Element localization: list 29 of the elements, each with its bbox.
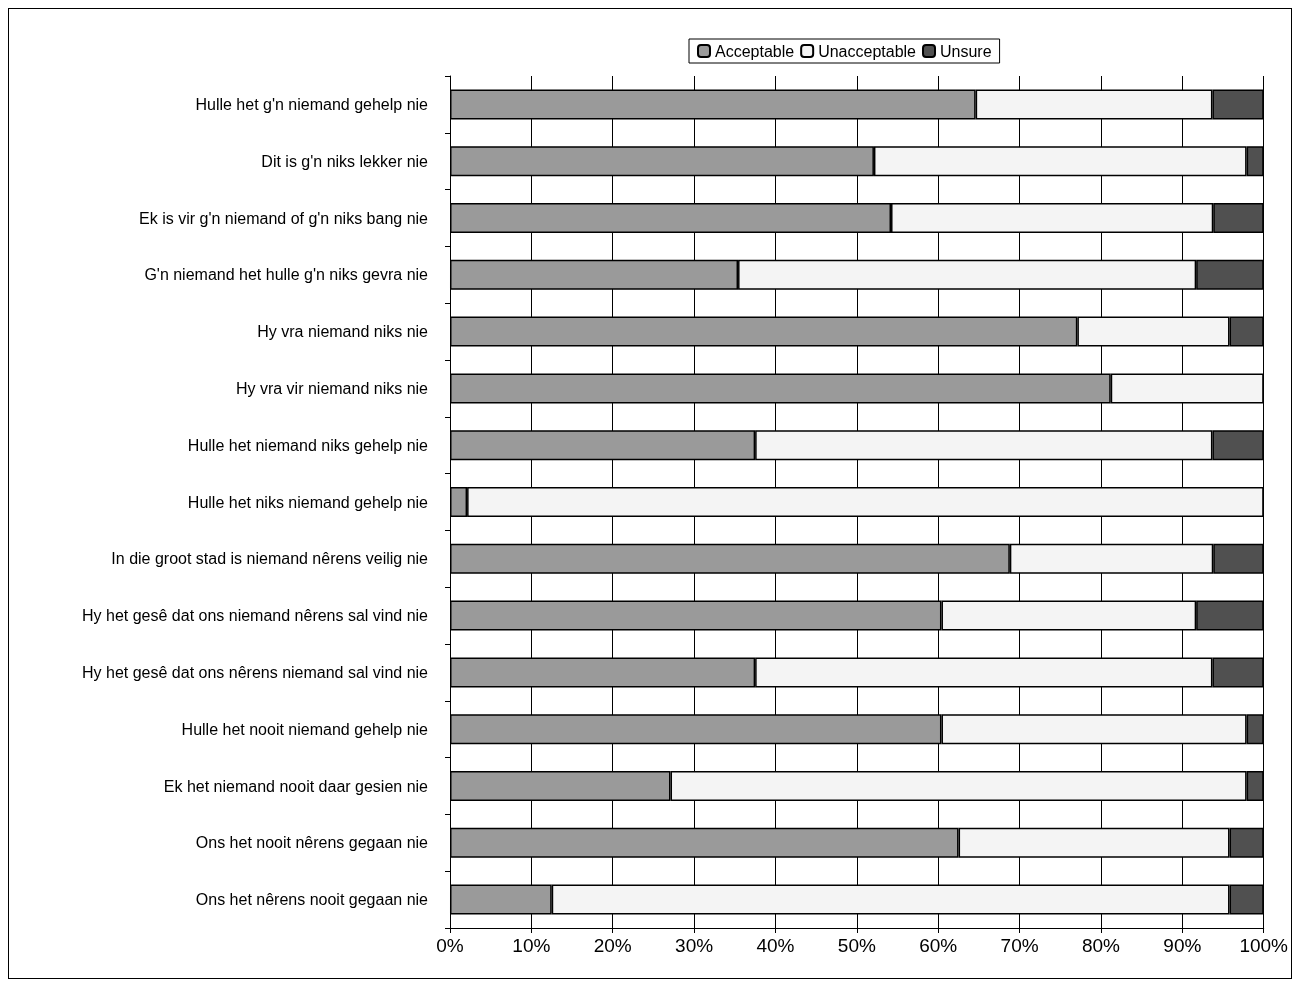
x-tick-label: 70% (1000, 935, 1039, 956)
legend-label: Acceptable (715, 42, 795, 60)
y-tick-label: Hulle het niks niemand gehelp nie (187, 493, 429, 511)
x-tick-label: 60% (919, 935, 958, 956)
y-tick-label: Hulle het g'n niemand gehelp nie (195, 95, 429, 113)
x-tick-label: 50% (837, 935, 876, 956)
x-tick-label: 90% (1163, 935, 1202, 956)
y-tick-label: Ek is vir g'n niemand of g'n niks bang nie (139, 209, 429, 227)
y-tick-label: Hy het gesê dat ons niemand nêrens sal vind nie (82, 607, 429, 625)
y-tick-label: Hy vra vir niemand niks nie (235, 379, 429, 397)
x-tick-label: 40% (756, 935, 795, 956)
x-tick-label: 30% (675, 935, 714, 956)
y-tick-label: Ek het niemand nooit daar gesien nie (163, 777, 429, 795)
y-tick-label: Ons het nooit nêrens gegaan nie (195, 834, 429, 852)
x-tick-label: 20% (593, 935, 632, 956)
y-tick-label: Hy het gesê dat ons nêrens niemand sal vind nie (82, 663, 429, 681)
y-tick-label: G'n niemand het hulle g'n niks gevra nie (144, 266, 429, 284)
y-tick-label: In die groot stad is niemand nêrens veilig nie (111, 550, 429, 568)
y-tick-label: Dit is g'n niks lekker nie (261, 152, 429, 170)
y-tick-label: Hy vra niemand niks nie (257, 323, 429, 341)
y-tick-label: Hulle het nooit niemand gehelp nie (181, 720, 429, 738)
x-tick-label: 0% (436, 935, 464, 956)
y-tick-label: Hulle het niemand niks gehelp nie (187, 436, 429, 454)
y-tick-label: Ons het nêrens nooit gegaan nie (195, 891, 429, 909)
legend-label: Unacceptable (818, 42, 917, 60)
x-tick-label: 10% (512, 935, 551, 956)
x-tick-label: 100% (1239, 935, 1289, 956)
x-tick-label: 80% (1081, 935, 1121, 956)
legend-label: Unsure (940, 42, 992, 60)
